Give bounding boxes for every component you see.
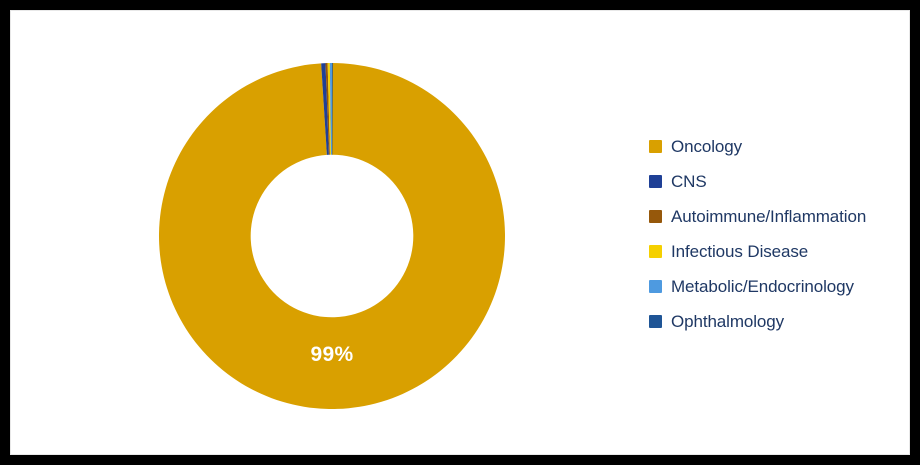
chart-canvas: OncologyCNSAutoimmune/InflammationInfect… [10,10,910,455]
legend-label-autoimmune: Autoimmune/Inflammation [671,207,867,226]
donut-slice-ophthalmology[interactable]: Ophthalmology [332,63,333,155]
legend-swatch-cns [649,175,662,188]
legend-swatch-metabolic [649,280,662,293]
donut-slice-group: OncologyCNSAutoimmune/InflammationInfect… [158,63,505,410]
legend-label-oncology: Oncology [671,137,743,156]
donut-svg: OncologyCNSAutoimmune/InflammationInfect… [158,63,505,410]
donut-chart[interactable]: OncologyCNSAutoimmune/InflammationInfect… [139,43,525,429]
legend-item-ophthalmology[interactable]: Ophthalmology [649,304,901,339]
donut-slice-metabolic-endocrinology[interactable]: Metabolic/Endocrinology [329,63,332,155]
legend-label-metabolic-endocrinology: Metabolic/Endocrinology [671,277,854,296]
legend-item-infectious-disease[interactable]: Infectious Disease [649,234,901,269]
legend-swatch-ophthalmology [649,315,662,328]
legend-item-autoimmune[interactable]: Autoimmune/Inflammation [649,199,901,234]
chart-legend: Oncology CNS Autoimmune/Inflammation Inf… [649,129,901,339]
donut-slice-autoimmune-inflammation[interactable]: Autoimmune/Inflammation [325,63,330,155]
legend-label-cns: CNS [671,172,707,191]
legend-label-infectious-disease: Infectious Disease [671,242,809,261]
donut-slice-infectious-disease[interactable]: Infectious Disease [327,63,331,155]
legend-swatch-infectious [649,245,662,258]
donut-slice-oncology[interactable]: Oncology [158,63,505,410]
legend-label-ophthalmology: Ophthalmology [671,312,785,331]
legend-item-oncology[interactable]: Oncology [649,129,901,164]
legend-swatch-oncology [649,140,662,153]
legend-swatch-autoimmune [649,210,662,223]
legend-item-metabolic-endocrinology[interactable]: Metabolic/Endocrinology [649,269,901,304]
legend-item-cns[interactable]: CNS [649,164,901,199]
donut-slice-cns[interactable]: CNS [321,63,329,155]
